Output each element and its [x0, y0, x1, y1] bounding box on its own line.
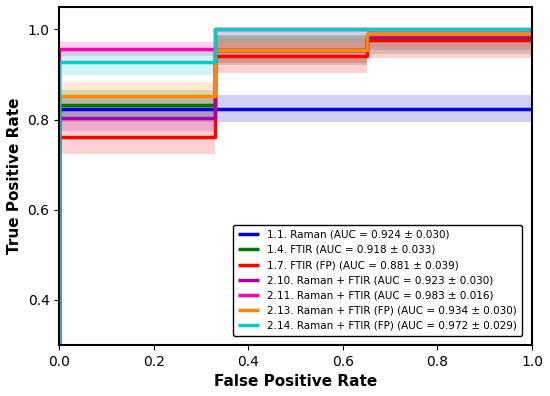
- Line: 1.1. Raman (AUC = 0.924 ± 0.030): 1.1. Raman (AUC = 0.924 ± 0.030): [59, 109, 532, 396]
- 1.4. FTIR (AUC = 0.918 ± 0.033): [212, 48, 218, 52]
- 2.13. Raman + FTIR (FP) (AUC = 0.934 ± 0.030): [363, 48, 370, 52]
- 2.13. Raman + FTIR (FP) (AUC = 0.934 ± 0.030): [363, 32, 370, 36]
- 1.4. FTIR (AUC = 0.918 ± 0.033): [56, 102, 63, 107]
- 1.4. FTIR (AUC = 0.918 ± 0.033): [212, 102, 218, 107]
- 2.14. Raman + FTIR (FP) (AUC = 0.972 ± 0.029): [212, 59, 218, 64]
- 1.7. FTIR (FP) (AUC = 0.881 ± 0.039): [363, 53, 370, 58]
- 2.11. Raman + FTIR (AUC = 0.983 ± 0.016): [529, 27, 535, 32]
- Line: 1.4. FTIR (AUC = 0.918 ± 0.033): 1.4. FTIR (AUC = 0.918 ± 0.033): [59, 39, 532, 396]
- 2.14. Raman + FTIR (FP) (AUC = 0.972 ± 0.029): [56, 59, 63, 64]
- Line: 2.10. Raman + FTIR (AUC = 0.923 ± 0.030): 2.10. Raman + FTIR (AUC = 0.923 ± 0.030): [59, 36, 532, 396]
- Y-axis label: True Positive Rate: True Positive Rate: [7, 97, 22, 254]
- 1.4. FTIR (AUC = 0.918 ± 0.033): [363, 37, 370, 42]
- 2.11. Raman + FTIR (AUC = 0.983 ± 0.016): [212, 27, 218, 32]
- 2.14. Raman + FTIR (FP) (AUC = 0.972 ± 0.029): [212, 27, 218, 32]
- Line: 2.11. Raman + FTIR (AUC = 0.983 ± 0.016): 2.11. Raman + FTIR (AUC = 0.983 ± 0.016): [59, 29, 532, 396]
- 2.14. Raman + FTIR (FP) (AUC = 0.972 ± 0.029): [529, 27, 535, 32]
- 2.11. Raman + FTIR (AUC = 0.983 ± 0.016): [212, 46, 218, 51]
- Legend: 1.1. Raman (AUC = 0.924 ± 0.030), 1.4. FTIR (AUC = 0.918 ± 0.033), 1.7. FTIR (FP: 1.1. Raman (AUC = 0.924 ± 0.030), 1.4. F…: [233, 225, 522, 336]
- 2.10. Raman + FTIR (AUC = 0.923 ± 0.030): [363, 48, 370, 52]
- 2.10. Raman + FTIR (AUC = 0.923 ± 0.030): [363, 34, 370, 38]
- Line: 1.7. FTIR (FP) (AUC = 0.881 ± 0.039): 1.7. FTIR (FP) (AUC = 0.881 ± 0.039): [59, 40, 532, 396]
- 2.10. Raman + FTIR (AUC = 0.923 ± 0.030): [212, 115, 218, 120]
- 1.7. FTIR (FP) (AUC = 0.881 ± 0.039): [529, 38, 535, 43]
- 1.1. Raman (AUC = 0.924 ± 0.030): [212, 107, 218, 111]
- 2.10. Raman + FTIR (AUC = 0.923 ± 0.030): [529, 34, 535, 38]
- 1.1. Raman (AUC = 0.924 ± 0.030): [56, 107, 63, 111]
- 1.4. FTIR (AUC = 0.918 ± 0.033): [363, 48, 370, 52]
- 2.10. Raman + FTIR (AUC = 0.923 ± 0.030): [212, 48, 218, 52]
- 2.13. Raman + FTIR (FP) (AUC = 0.934 ± 0.030): [212, 48, 218, 52]
- 1.1. Raman (AUC = 0.924 ± 0.030): [212, 107, 218, 111]
- 2.13. Raman + FTIR (FP) (AUC = 0.934 ± 0.030): [56, 93, 63, 98]
- 2.13. Raman + FTIR (FP) (AUC = 0.934 ± 0.030): [529, 32, 535, 36]
- 1.4. FTIR (AUC = 0.918 ± 0.033): [529, 37, 535, 42]
- 2.10. Raman + FTIR (AUC = 0.923 ± 0.030): [56, 115, 63, 120]
- 1.1. Raman (AUC = 0.924 ± 0.030): [529, 107, 535, 111]
- 1.7. FTIR (FP) (AUC = 0.881 ± 0.039): [212, 134, 218, 139]
- 1.7. FTIR (FP) (AUC = 0.881 ± 0.039): [56, 134, 63, 139]
- 2.11. Raman + FTIR (AUC = 0.983 ± 0.016): [56, 46, 63, 51]
- Line: 2.14. Raman + FTIR (FP) (AUC = 0.972 ± 0.029): 2.14. Raman + FTIR (FP) (AUC = 0.972 ± 0…: [59, 29, 532, 396]
- 1.7. FTIR (FP) (AUC = 0.881 ± 0.039): [212, 53, 218, 58]
- 2.13. Raman + FTIR (FP) (AUC = 0.934 ± 0.030): [212, 93, 218, 98]
- 1.7. FTIR (FP) (AUC = 0.881 ± 0.039): [363, 38, 370, 43]
- Line: 2.13. Raman + FTIR (FP) (AUC = 0.934 ± 0.030): 2.13. Raman + FTIR (FP) (AUC = 0.934 ± 0…: [59, 34, 532, 396]
- X-axis label: False Positive Rate: False Positive Rate: [214, 374, 377, 389]
